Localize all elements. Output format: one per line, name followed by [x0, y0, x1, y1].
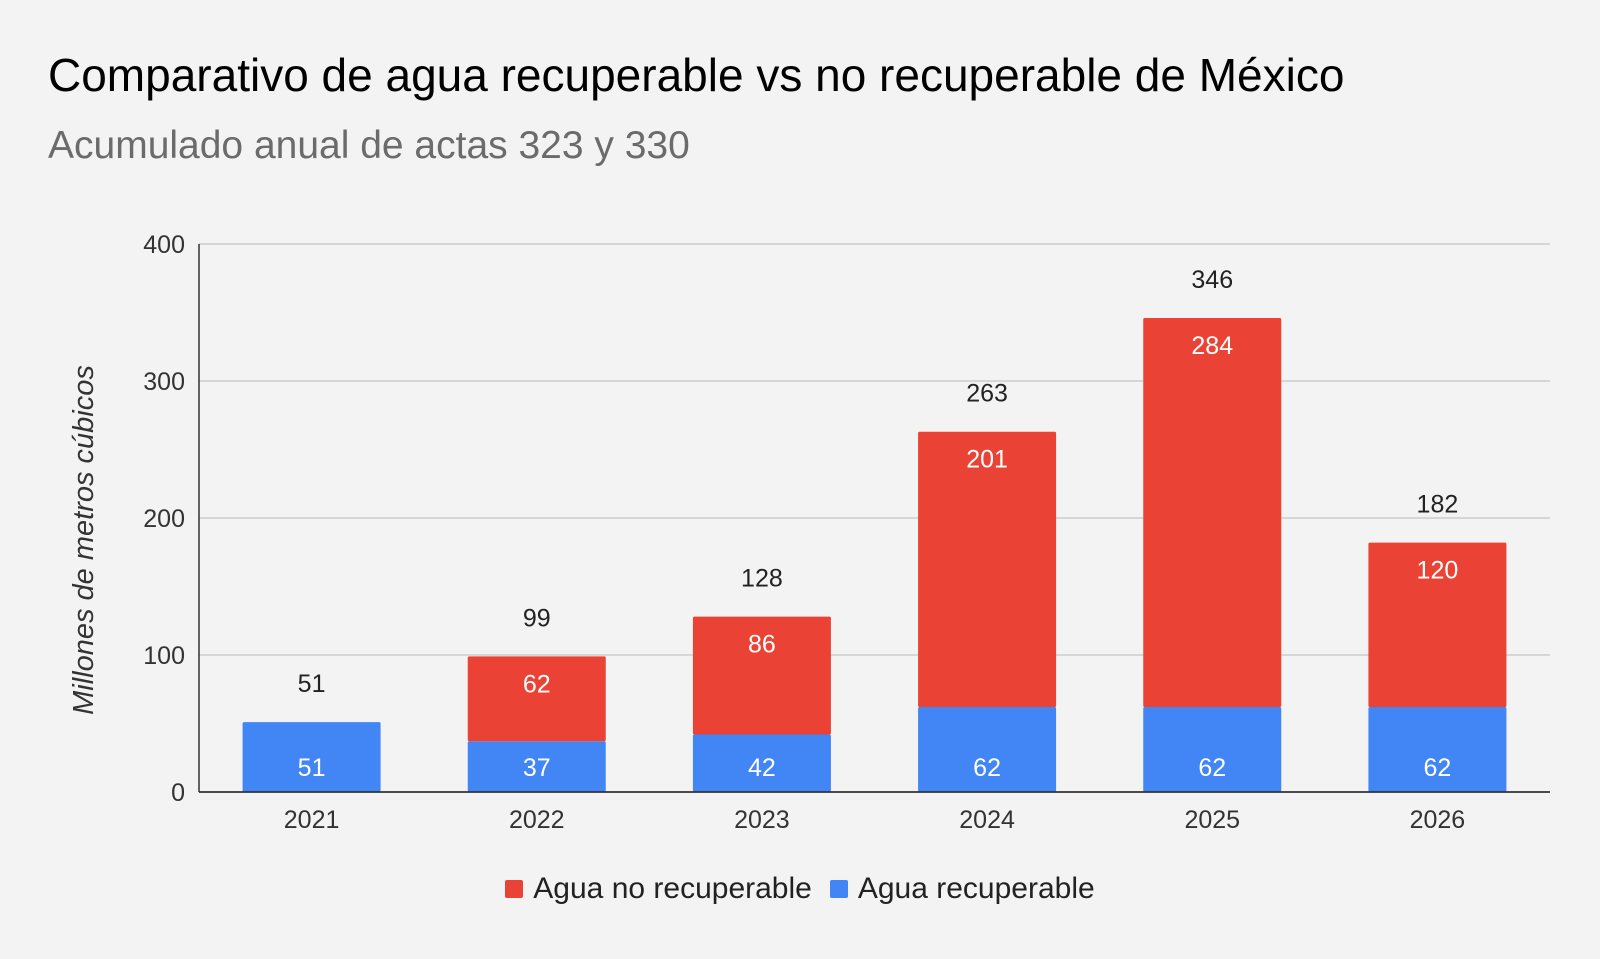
- data-label-recuperable-2022: 37: [523, 754, 551, 782]
- legend-item-recuperable: Agua recuperable: [829, 872, 1095, 906]
- data-label-no-recuperable-2025: 284: [1191, 332, 1233, 360]
- axes: 0 100 200 300 400 2021 2022 2023 2024 2025 2026: [143, 231, 1550, 834]
- total-label-2021: 51: [298, 670, 326, 698]
- y-tick-label-200: 200: [143, 505, 185, 533]
- grid-lines: [199, 243, 1550, 656]
- data-label-no-recuperable-2024: 201: [966, 446, 1008, 474]
- data-label-no-recuperable-2023: 86: [748, 631, 776, 659]
- chart-subtitle: Acumulado anual de actas 323 y 330: [48, 124, 690, 167]
- data-label-recuperable-2025: 62: [1198, 754, 1226, 782]
- total-label-2026: 182: [1417, 491, 1459, 519]
- x-tick-label-2025: 2025: [1184, 806, 1240, 834]
- legend-swatch-recuperable: [829, 880, 848, 898]
- bar-recuperable-2023: [692, 734, 831, 792]
- total-label-2022: 99: [523, 604, 551, 632]
- bar-no-recuperable-2023: [692, 616, 831, 735]
- y-tick-label-100: 100: [143, 642, 185, 670]
- bars: [242, 317, 1507, 792]
- y-tick-label-0: 0: [171, 779, 185, 807]
- y-tick-label-300: 300: [143, 368, 185, 396]
- legend: Agua no recuperable Agua recuperable: [0, 872, 1600, 906]
- legend-label-recuperable: Agua recuperable: [857, 872, 1095, 905]
- legend-label-no-recuperable: Agua no recuperable: [533, 872, 812, 905]
- chart-title: Comparativo de agua recuperable vs no re…: [48, 49, 1345, 101]
- bar-recuperable-2024: [918, 707, 1057, 792]
- bar-recuperable-2021: [242, 722, 381, 792]
- x-tick-label-2022: 2022: [509, 806, 565, 834]
- data-label-no-recuperable-2022: 62: [523, 670, 551, 698]
- data-label-recuperable-2021: 51: [298, 754, 326, 782]
- legend-swatch-no-recuperable: [505, 880, 524, 898]
- data-label-no-recuperable-2026: 120: [1417, 557, 1459, 585]
- legend-item-no-recuperable: Agua no recuperable: [505, 872, 812, 906]
- bar-no-recuperable-2025: [1143, 317, 1282, 708]
- bar-no-recuperable-2022: [467, 656, 606, 742]
- bar-no-recuperable-2024: [918, 431, 1057, 708]
- total-label-2025: 346: [1191, 266, 1233, 294]
- data-label-recuperable-2023: 42: [748, 754, 776, 782]
- bar-recuperable-2025: [1143, 707, 1282, 792]
- x-tick-label-2026: 2026: [1410, 806, 1466, 834]
- data-labels: 51 51 37 62 99 42 86 128 62 201 263 62 284 346 62 120 18…: [298, 266, 1459, 782]
- bar-no-recuperable-2026: [1368, 542, 1507, 708]
- x-tick-label-2024: 2024: [959, 806, 1015, 834]
- total-label-2023: 128: [741, 565, 783, 593]
- total-label-2024: 263: [966, 380, 1008, 408]
- y-tick-label-400: 400: [143, 231, 185, 259]
- bar-recuperable-2022: [467, 741, 606, 792]
- data-label-recuperable-2024: 62: [973, 754, 1001, 782]
- x-tick-label-2023: 2023: [734, 806, 790, 834]
- x-tick-label-2021: 2021: [284, 806, 340, 834]
- data-label-recuperable-2026: 62: [1424, 754, 1452, 782]
- y-axis-title: Millones de metros cúbicos: [68, 365, 100, 715]
- bar-recuperable-2026: [1368, 707, 1507, 792]
